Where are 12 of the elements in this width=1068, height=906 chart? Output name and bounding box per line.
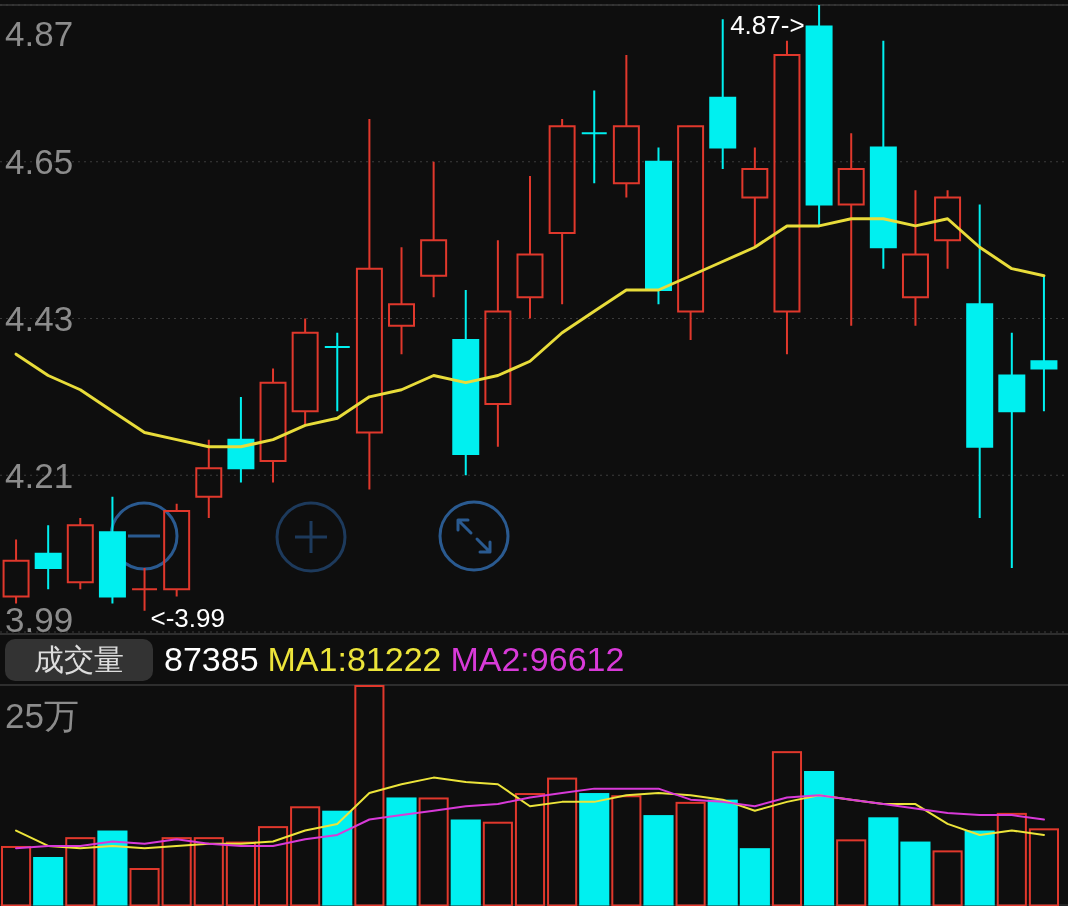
annotation: <-3.99 [150,603,225,633]
y-tick-label: 3.99 [5,599,74,633]
series-label: MA2:96612 [450,640,625,678]
y-tick-label: 4.87 [5,13,74,53]
annotation: 25万 [5,695,79,735]
y-tick-label: 4.21 [5,455,74,495]
chart-title: 成交量 [34,642,124,676]
y-tick-label: 4.65 [5,142,74,182]
y-tick-label: 4.43 [5,299,74,338]
annotation: 87385 [164,640,259,678]
series-label: MA1:81222 [267,640,442,678]
annotation: 4.87-> [730,10,805,40]
